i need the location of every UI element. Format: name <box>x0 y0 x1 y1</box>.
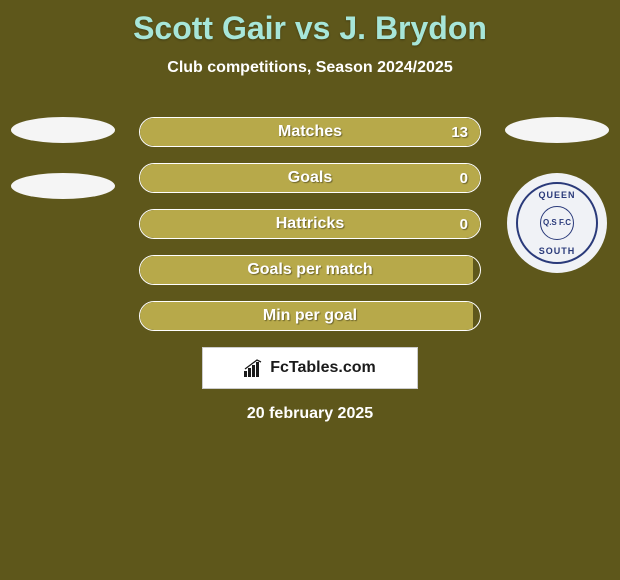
right-column: QUEEN Q.S F.C SOUTH <box>502 117 612 273</box>
subtitle: Club competitions, Season 2024/2025 <box>0 59 620 77</box>
brand-box[interactable]: FcTables.com <box>202 347 418 389</box>
club-badge-text-top: QUEEN <box>518 190 596 200</box>
stat-bar-label: Goals per match <box>140 256 480 284</box>
player1-badge-placeholder <box>11 117 115 143</box>
player2-name: J. Brydon <box>339 10 487 46</box>
stat-bar: Min per goal <box>139 301 481 331</box>
brand-chart-icon <box>244 359 264 377</box>
stat-bar-label: Hattricks <box>140 210 480 238</box>
stat-bar-value-right: 0 <box>460 210 468 238</box>
club-badge-text-bottom: SOUTH <box>518 246 596 256</box>
vs-text: vs <box>295 10 331 46</box>
stat-bar-label: Matches <box>140 118 480 146</box>
club-badge-ring: QUEEN Q.S F.C SOUTH <box>516 182 598 264</box>
player2-badge-placeholder <box>505 117 609 143</box>
stat-bar: Matches13 <box>139 117 481 147</box>
player1-club-placeholder <box>11 173 115 199</box>
left-column <box>8 117 118 229</box>
club-badge-center: Q.S F.C <box>540 206 574 240</box>
stat-bar-value-right: 0 <box>460 164 468 192</box>
stat-bar-label: Min per goal <box>140 302 480 330</box>
content-area: QUEEN Q.S F.C SOUTH Matches13Goals0Hattr… <box>0 117 620 331</box>
stat-bar: Goals0 <box>139 163 481 193</box>
stat-bar: Goals per match <box>139 255 481 285</box>
date-text: 20 february 2025 <box>0 405 620 423</box>
player2-club-badge: QUEEN Q.S F.C SOUTH <box>507 173 607 273</box>
brand-text: FcTables.com <box>270 359 376 377</box>
stat-bars: Matches13Goals0Hattricks0Goals per match… <box>139 117 481 331</box>
stat-bar-label: Goals <box>140 164 480 192</box>
player1-name: Scott Gair <box>133 10 286 46</box>
comparison-title: Scott Gair vs J. Brydon <box>0 0 620 47</box>
stat-bar: Hattricks0 <box>139 209 481 239</box>
stat-bar-value-right: 13 <box>451 118 468 146</box>
